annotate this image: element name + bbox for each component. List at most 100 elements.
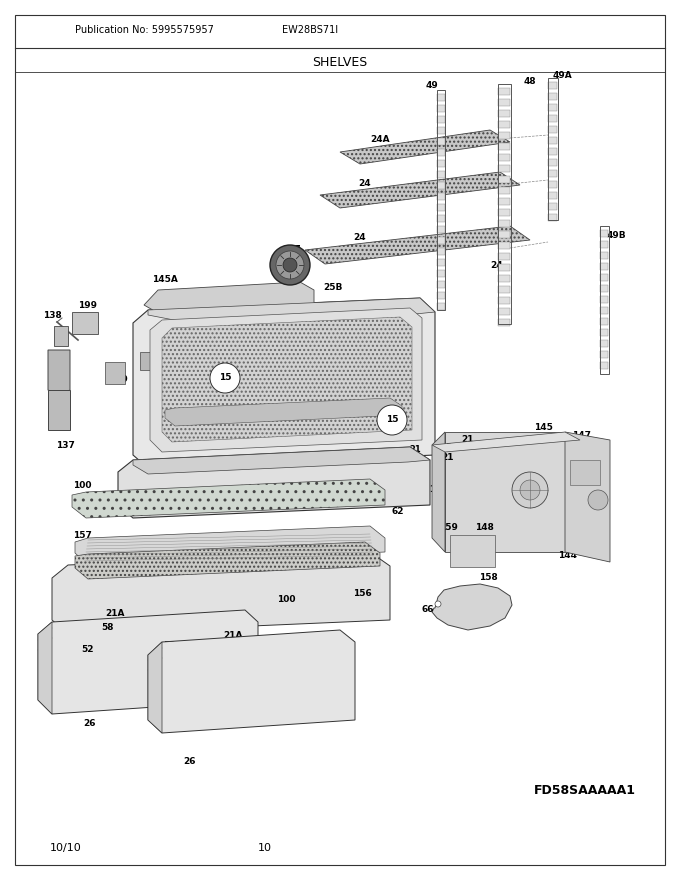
Text: 21: 21 [409, 445, 421, 454]
Text: 52: 52 [82, 646, 95, 655]
Polygon shape [437, 237, 445, 244]
Text: 21A: 21A [105, 610, 124, 619]
Polygon shape [437, 226, 445, 233]
Polygon shape [118, 447, 430, 518]
Polygon shape [150, 308, 422, 452]
Text: 10/10: 10/10 [50, 843, 82, 853]
Polygon shape [437, 259, 445, 266]
Text: 21: 21 [424, 486, 436, 495]
Polygon shape [600, 307, 608, 314]
Polygon shape [437, 281, 445, 288]
Text: 21: 21 [189, 361, 201, 370]
Text: 58: 58 [202, 678, 214, 686]
Text: 155: 155 [166, 428, 184, 436]
Polygon shape [498, 242, 510, 249]
Text: 24: 24 [358, 179, 371, 187]
Polygon shape [437, 270, 445, 277]
Circle shape [588, 490, 608, 510]
Polygon shape [498, 264, 510, 271]
Text: 24: 24 [354, 233, 367, 243]
Text: 146: 146 [316, 400, 335, 408]
Polygon shape [437, 215, 445, 222]
Bar [450, 535, 495, 567]
Text: 48: 48 [524, 77, 537, 86]
Polygon shape [548, 170, 557, 177]
Polygon shape [548, 148, 557, 155]
Polygon shape [600, 241, 608, 248]
Bar [570, 460, 600, 485]
Polygon shape [165, 398, 402, 426]
Text: 25: 25 [184, 444, 197, 452]
Polygon shape [75, 526, 385, 565]
Text: 58: 58 [169, 664, 182, 672]
Text: 58: 58 [101, 624, 114, 633]
Polygon shape [144, 282, 314, 313]
Polygon shape [498, 231, 510, 238]
Bar [72, 312, 98, 334]
Text: 21A: 21A [223, 632, 243, 641]
Polygon shape [75, 542, 380, 579]
Text: 156: 156 [353, 590, 371, 598]
Text: 58: 58 [164, 641, 176, 649]
Polygon shape [498, 88, 510, 95]
Text: 158: 158 [479, 574, 497, 583]
Polygon shape [437, 303, 445, 310]
Polygon shape [133, 298, 435, 468]
Polygon shape [600, 274, 608, 281]
Text: 138: 138 [43, 312, 61, 320]
Text: 139: 139 [109, 376, 127, 385]
Text: 21: 21 [226, 311, 238, 319]
Text: 51: 51 [446, 444, 458, 452]
Polygon shape [548, 137, 557, 144]
Polygon shape [600, 263, 608, 270]
Text: 24: 24 [491, 261, 503, 270]
Polygon shape [498, 165, 510, 172]
Polygon shape [148, 630, 355, 733]
Text: 157: 157 [73, 531, 91, 539]
Polygon shape [48, 390, 70, 430]
Polygon shape [445, 432, 565, 552]
Bar [437, 90, 445, 310]
Polygon shape [548, 126, 557, 133]
Bar [600, 226, 609, 374]
Polygon shape [498, 253, 510, 260]
Polygon shape [498, 132, 510, 139]
Text: Publication No: 5995575957: Publication No: 5995575957 [75, 25, 214, 35]
Text: 49B: 49B [606, 231, 626, 239]
Polygon shape [548, 93, 557, 100]
Text: 51: 51 [138, 340, 150, 348]
Polygon shape [437, 204, 445, 211]
Polygon shape [340, 130, 510, 164]
Text: 21: 21 [461, 436, 473, 444]
Polygon shape [162, 317, 412, 442]
Polygon shape [437, 149, 445, 156]
Polygon shape [52, 552, 390, 634]
Text: 26: 26 [84, 720, 97, 729]
Polygon shape [548, 192, 557, 199]
Polygon shape [548, 159, 557, 166]
Bar [105, 362, 125, 384]
Polygon shape [600, 252, 608, 259]
Text: 137: 137 [56, 441, 74, 450]
Polygon shape [600, 230, 608, 237]
Text: 149: 149 [271, 354, 290, 363]
Polygon shape [437, 248, 445, 255]
Text: EW28BS71I: EW28BS71I [282, 25, 338, 35]
Circle shape [520, 480, 540, 500]
Polygon shape [548, 104, 557, 111]
Polygon shape [498, 297, 510, 304]
Circle shape [377, 405, 407, 435]
Text: 52: 52 [242, 693, 254, 702]
Polygon shape [148, 642, 162, 733]
Polygon shape [437, 138, 445, 145]
Text: 52: 52 [82, 544, 95, 553]
Text: 47: 47 [351, 544, 363, 553]
Polygon shape [548, 115, 557, 122]
Polygon shape [498, 319, 510, 326]
Polygon shape [38, 622, 52, 714]
Polygon shape [498, 209, 510, 216]
Bar [548, 78, 558, 220]
Polygon shape [498, 154, 510, 161]
Circle shape [276, 251, 304, 279]
Polygon shape [498, 187, 510, 194]
